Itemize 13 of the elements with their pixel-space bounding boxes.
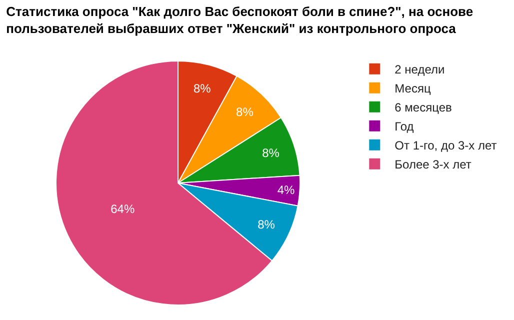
- data-label: 8%: [193, 81, 212, 96]
- legend-label: Год: [394, 120, 414, 134]
- data-label: 4%: [277, 182, 296, 197]
- chart-title: Статистика опроса "Как долго Вас беспокоят боли в спине?", на основе пользователей выбравших ответ "Женский" из контрольного опроса: [6, 4, 474, 36]
- data-label: 8%: [262, 146, 280, 160]
- legend-label: 6 месяцев: [394, 100, 452, 115]
- data-label: 8%: [236, 104, 254, 119]
- legend-label: Более 3-х лет: [394, 158, 472, 172]
- legend-label: 2 недели: [394, 62, 445, 77]
- data-label: 64%: [110, 202, 135, 216]
- legend-label: От 1-го, до 3-х лет: [394, 138, 498, 153]
- data-label: 8%: [258, 218, 276, 232]
- legend-label: Месяц: [394, 82, 431, 96]
